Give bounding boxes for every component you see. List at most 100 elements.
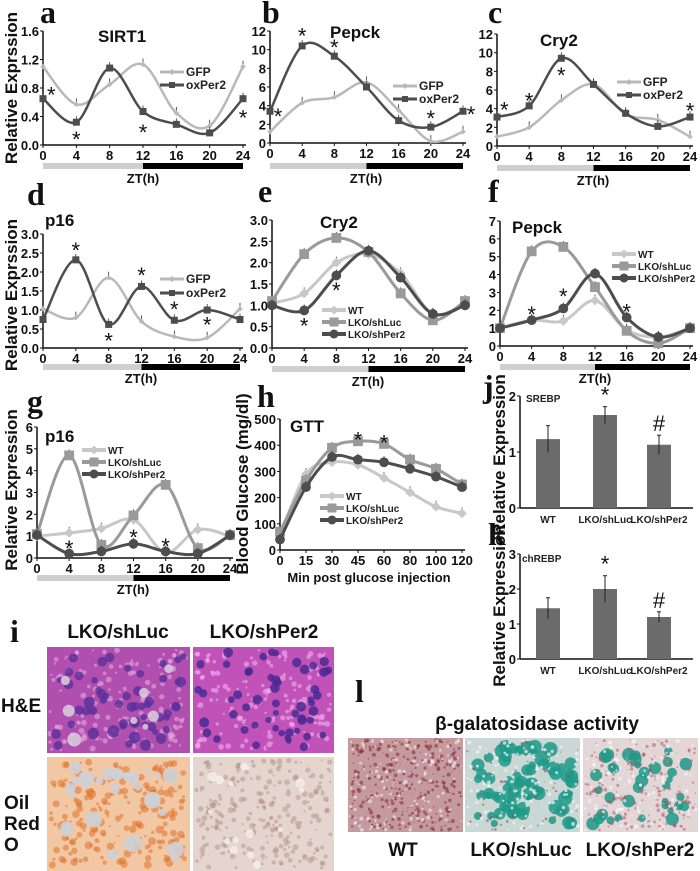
chart-title: Cry2: [320, 213, 358, 232]
tissue-texture: [651, 756, 654, 759]
tissue-texture: [634, 824, 638, 829]
tissue-texture: [383, 823, 386, 826]
tissue-texture: [534, 795, 538, 799]
tissue-texture: [510, 744, 513, 747]
tissue-texture: [377, 787, 379, 789]
tissue-texture: [446, 744, 450, 749]
tissue-texture: [433, 806, 435, 808]
tissue-texture: [177, 784, 183, 790]
tissue-texture: [222, 683, 229, 690]
tissue-texture: [178, 805, 184, 811]
tissue-texture: [119, 813, 124, 818]
tissue-texture: [676, 766, 679, 768]
tissue-texture: [279, 675, 286, 681]
tissue-texture: [618, 812, 620, 815]
tissue-texture: [355, 743, 360, 748]
tissue-texture: [174, 716, 179, 722]
y-tick-label: 5: [26, 442, 33, 457]
tissue-texture: [636, 809, 641, 814]
y-tick-label: 0.0: [21, 341, 39, 356]
tissue-texture: [585, 792, 589, 796]
tissue-texture: [612, 761, 616, 765]
tissue-texture: [524, 749, 528, 754]
tissue-texture: [169, 814, 176, 822]
tissue-texture: [222, 712, 226, 715]
tissue-texture: [299, 787, 305, 793]
significance-asterisk: *: [137, 263, 146, 288]
tissue-texture: [50, 673, 53, 676]
tissue-texture: [516, 807, 529, 820]
tissue-texture: [598, 781, 602, 785]
tissue-texture: [67, 732, 82, 747]
tissue-texture: [403, 779, 408, 784]
x-tick-label: 24: [458, 351, 473, 366]
data-point-GFP: [171, 333, 178, 340]
oil-red-o-image-shper2: [193, 757, 334, 871]
tissue-texture: [643, 778, 646, 781]
tissue-texture: [353, 799, 356, 802]
tissue-texture: [237, 762, 240, 766]
tissue-texture: [595, 785, 598, 788]
tissue-texture: [294, 820, 300, 826]
tissue-texture: [416, 816, 420, 821]
tissue-texture: [394, 740, 397, 743]
tissue-texture: [358, 750, 361, 754]
tissue-texture: [547, 755, 549, 757]
he-image-shper2: [193, 647, 334, 753]
tissue-texture: [687, 768, 691, 772]
tissue-texture: [564, 757, 577, 770]
y-tick-label: 200: [254, 491, 276, 506]
tissue-texture: [268, 815, 274, 821]
tissue-texture: [376, 744, 379, 747]
tissue-texture: [589, 791, 593, 795]
tissue-texture: [109, 793, 113, 796]
tissue-texture: [362, 765, 365, 768]
tissue-texture: [521, 742, 523, 744]
tissue-texture: [180, 653, 187, 660]
tissue-texture: [52, 857, 56, 861]
tissue-texture: [359, 780, 364, 785]
tissue-texture: [313, 788, 319, 795]
tissue-texture: [219, 829, 222, 832]
tissue-texture: [96, 802, 100, 806]
tissue-texture: [694, 792, 697, 794]
tissue-texture: [315, 722, 318, 725]
tissue-texture: [265, 856, 268, 859]
tissue-texture: [499, 823, 502, 826]
tissue-texture: [265, 716, 272, 723]
tissue-texture: [204, 842, 209, 847]
tissue-texture: [384, 820, 387, 822]
tissue-texture: [200, 856, 203, 859]
tissue-texture: [626, 805, 628, 807]
x-axis-label: ZT(h): [350, 171, 382, 186]
tissue-texture: [326, 799, 329, 802]
tissue-texture: [220, 814, 225, 819]
tissue-texture: [512, 771, 522, 781]
series-line-LKO/shPer2: [271, 249, 466, 317]
data-point-GFP: [173, 110, 180, 116]
data-point-oxPer2: [106, 64, 114, 72]
tissue-texture: [660, 756, 664, 760]
tissue-texture: [54, 725, 58, 729]
tissue-texture: [157, 841, 160, 844]
x-tick-label: 12: [361, 351, 375, 366]
data-point-GFP: [494, 133, 500, 140]
zt-bar-light: [500, 364, 595, 370]
chart-title: p16: [45, 211, 74, 230]
tissue-texture: [493, 792, 505, 804]
tissue-texture: [224, 838, 230, 845]
tissue-texture: [590, 786, 593, 789]
tissue-texture: [490, 761, 493, 764]
tissue-texture: [629, 739, 631, 742]
tissue-texture: [199, 824, 203, 828]
tissue-texture: [610, 822, 614, 826]
tissue-texture: [509, 759, 511, 761]
tissue-texture: [241, 680, 245, 683]
tissue-texture: [507, 828, 509, 831]
tissue-texture: [408, 814, 410, 817]
tissue-texture: [693, 747, 697, 750]
tissue-texture: [250, 759, 255, 764]
tissue-texture: [102, 800, 108, 806]
tissue-texture: [321, 721, 326, 726]
